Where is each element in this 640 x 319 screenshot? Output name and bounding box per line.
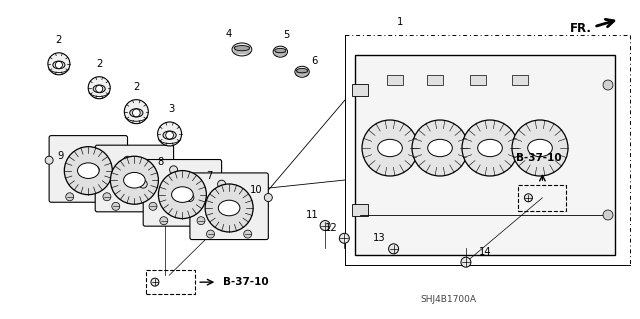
Text: 8: 8 bbox=[157, 157, 163, 167]
Bar bbox=[470, 75, 486, 85]
Circle shape bbox=[151, 278, 159, 286]
Circle shape bbox=[388, 244, 399, 254]
Ellipse shape bbox=[232, 43, 252, 56]
Circle shape bbox=[461, 257, 471, 267]
Text: 2: 2 bbox=[96, 59, 102, 69]
Text: 14: 14 bbox=[479, 247, 492, 257]
Ellipse shape bbox=[172, 187, 193, 202]
Ellipse shape bbox=[53, 61, 65, 69]
Text: 6: 6 bbox=[312, 56, 318, 66]
Circle shape bbox=[512, 120, 568, 176]
Circle shape bbox=[112, 202, 120, 210]
Text: 4: 4 bbox=[226, 29, 232, 40]
Ellipse shape bbox=[124, 173, 145, 188]
Circle shape bbox=[320, 220, 330, 231]
Circle shape bbox=[91, 166, 99, 174]
Circle shape bbox=[140, 180, 147, 188]
Circle shape bbox=[124, 100, 148, 124]
Circle shape bbox=[111, 156, 159, 204]
Circle shape bbox=[603, 210, 613, 220]
Circle shape bbox=[339, 233, 349, 243]
Ellipse shape bbox=[428, 139, 452, 157]
Text: 2: 2 bbox=[133, 82, 140, 92]
Text: B-37-10: B-37-10 bbox=[516, 153, 562, 163]
Text: 3: 3 bbox=[168, 104, 175, 115]
Bar bbox=[352, 204, 368, 216]
Circle shape bbox=[186, 194, 194, 202]
Circle shape bbox=[55, 61, 63, 68]
Polygon shape bbox=[355, 55, 615, 255]
Circle shape bbox=[48, 53, 70, 75]
Bar bbox=[146, 270, 195, 294]
Ellipse shape bbox=[234, 46, 250, 51]
Circle shape bbox=[149, 202, 157, 210]
Circle shape bbox=[462, 120, 518, 176]
Circle shape bbox=[264, 194, 273, 202]
Bar bbox=[352, 84, 368, 96]
Text: FR.: FR. bbox=[570, 22, 592, 34]
Circle shape bbox=[157, 122, 182, 146]
Ellipse shape bbox=[93, 85, 105, 93]
Circle shape bbox=[244, 230, 252, 238]
Circle shape bbox=[524, 194, 532, 202]
Circle shape bbox=[88, 77, 110, 99]
Text: 1: 1 bbox=[397, 17, 403, 27]
Ellipse shape bbox=[273, 46, 287, 57]
FancyBboxPatch shape bbox=[49, 136, 127, 202]
Circle shape bbox=[207, 230, 214, 238]
Circle shape bbox=[158, 171, 206, 219]
Circle shape bbox=[103, 193, 111, 201]
Text: SHJ4B1700A: SHJ4B1700A bbox=[420, 295, 476, 304]
Text: 13: 13 bbox=[373, 233, 386, 243]
Text: 2: 2 bbox=[56, 35, 62, 45]
Ellipse shape bbox=[163, 131, 176, 139]
Text: 10: 10 bbox=[250, 185, 262, 195]
Circle shape bbox=[170, 166, 178, 174]
Circle shape bbox=[218, 180, 225, 188]
Circle shape bbox=[66, 193, 74, 201]
FancyBboxPatch shape bbox=[95, 145, 173, 212]
Circle shape bbox=[160, 217, 168, 225]
Circle shape bbox=[132, 109, 140, 117]
Ellipse shape bbox=[527, 139, 552, 157]
Ellipse shape bbox=[296, 69, 308, 73]
FancyBboxPatch shape bbox=[190, 173, 268, 240]
Ellipse shape bbox=[477, 139, 502, 157]
Circle shape bbox=[124, 156, 132, 164]
Text: 11: 11 bbox=[306, 210, 319, 220]
Circle shape bbox=[45, 156, 53, 164]
Ellipse shape bbox=[275, 48, 286, 53]
Text: 7: 7 bbox=[206, 171, 212, 181]
Text: 12: 12 bbox=[324, 223, 337, 233]
Ellipse shape bbox=[77, 163, 99, 178]
Circle shape bbox=[65, 147, 113, 195]
Text: B-37-10: B-37-10 bbox=[223, 277, 269, 287]
Circle shape bbox=[412, 120, 468, 176]
Circle shape bbox=[197, 217, 205, 225]
Ellipse shape bbox=[130, 109, 143, 117]
Text: 5: 5 bbox=[284, 30, 290, 40]
Circle shape bbox=[96, 85, 102, 92]
Ellipse shape bbox=[378, 139, 403, 157]
Circle shape bbox=[166, 131, 173, 139]
Bar bbox=[427, 75, 443, 85]
Bar bbox=[387, 75, 403, 85]
Circle shape bbox=[205, 184, 253, 232]
FancyBboxPatch shape bbox=[143, 160, 221, 226]
Circle shape bbox=[362, 120, 418, 176]
Bar bbox=[512, 75, 528, 85]
Ellipse shape bbox=[295, 66, 309, 77]
Bar bbox=[518, 185, 566, 211]
Circle shape bbox=[603, 80, 613, 90]
Ellipse shape bbox=[218, 200, 240, 216]
Text: 9: 9 bbox=[58, 151, 64, 161]
